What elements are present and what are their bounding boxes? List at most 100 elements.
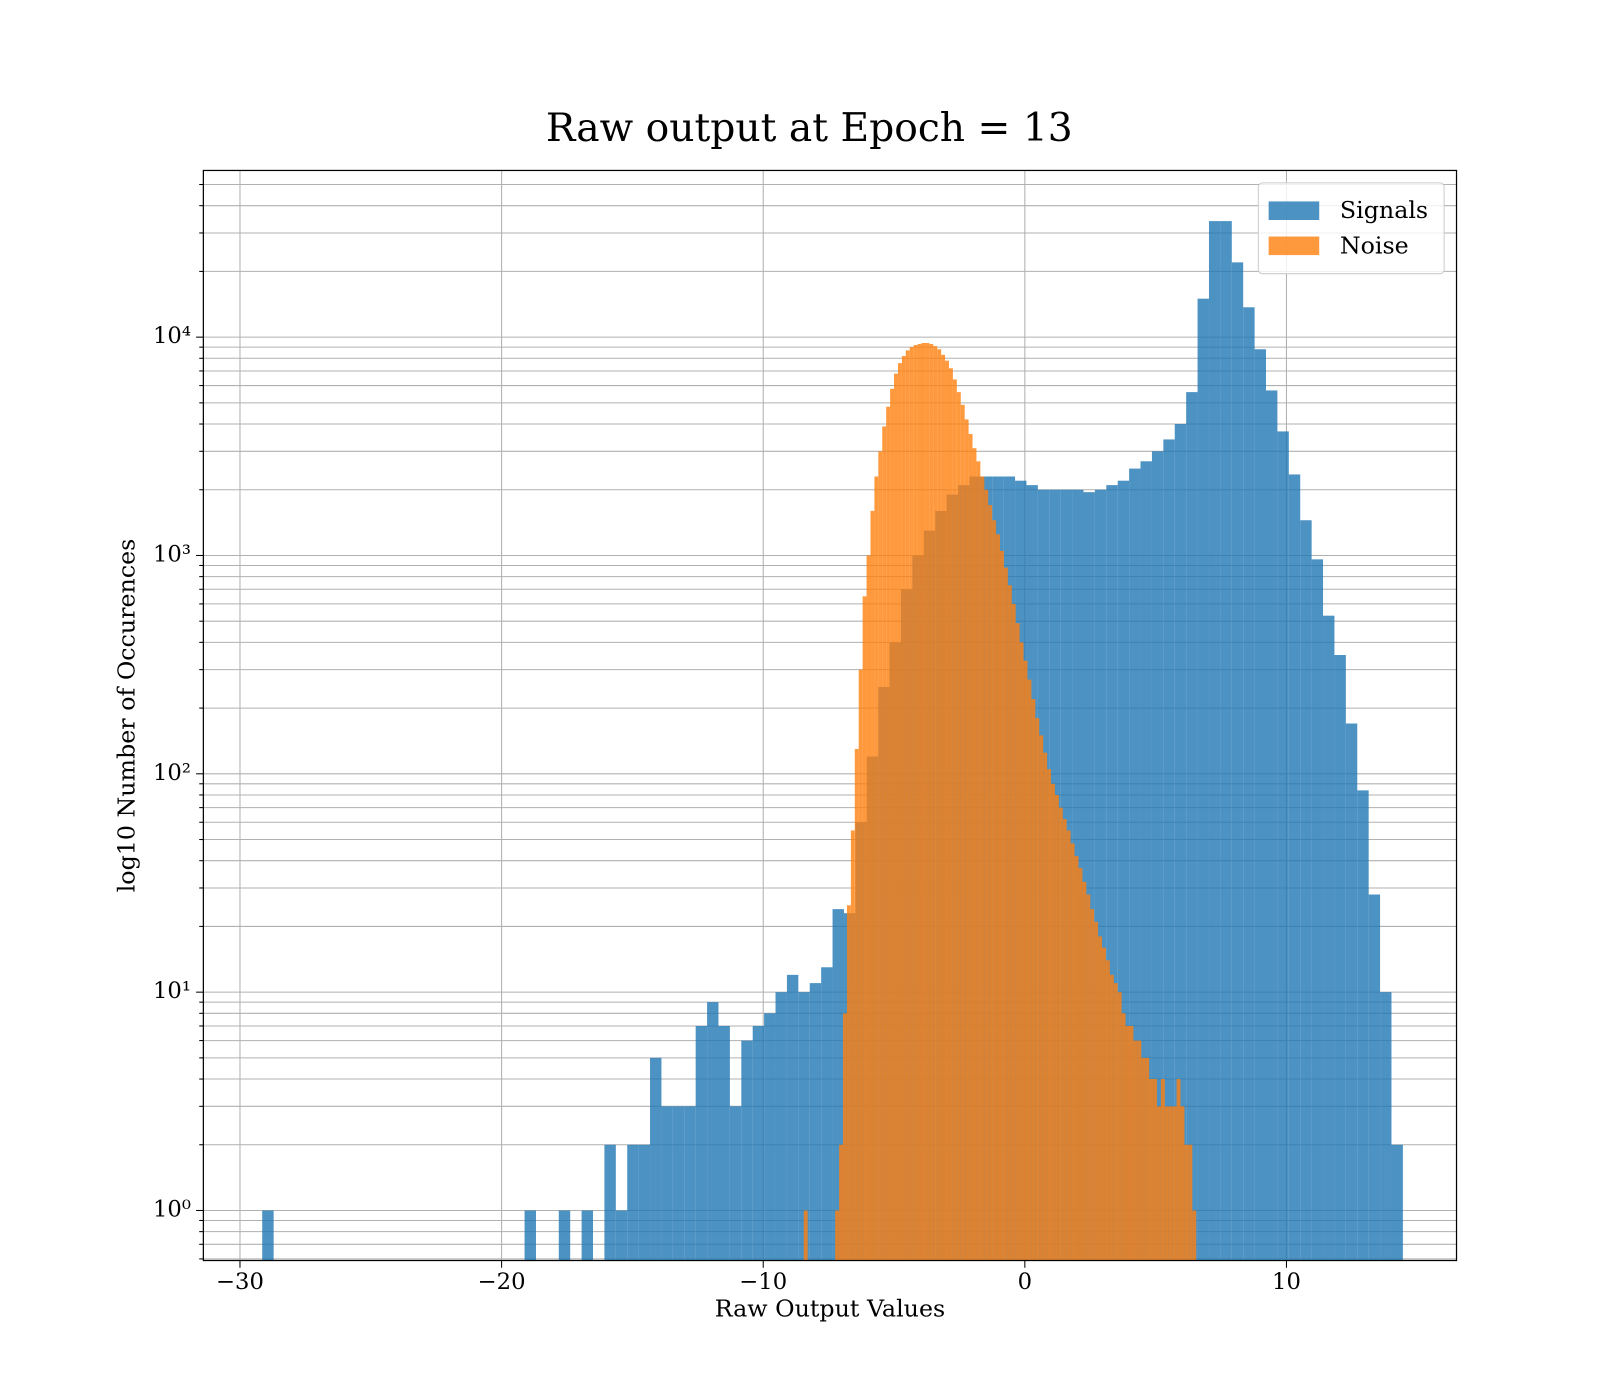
bar — [945, 360, 949, 1261]
bar — [854, 748, 859, 1261]
bar — [886, 406, 891, 1261]
bar — [627, 1144, 639, 1261]
bar — [1176, 1079, 1181, 1261]
bar — [972, 448, 977, 1261]
bar — [1015, 623, 1020, 1261]
bar — [1035, 718, 1040, 1261]
bar — [1180, 1106, 1185, 1261]
bar — [1231, 262, 1244, 1261]
bar — [764, 1013, 776, 1261]
bar — [894, 373, 898, 1261]
bar — [1083, 492, 1095, 1261]
bar — [1102, 947, 1106, 1261]
bar — [1137, 1040, 1142, 1261]
bar — [798, 992, 810, 1261]
bar — [925, 343, 930, 1261]
bar — [1023, 660, 1028, 1261]
bar — [960, 404, 965, 1261]
y-tick-label: 10⁰ — [153, 1196, 191, 1222]
bar — [1109, 974, 1114, 1261]
bar — [1156, 1106, 1161, 1261]
bar — [1184, 1144, 1189, 1261]
bar — [929, 344, 934, 1261]
bar — [262, 1210, 274, 1261]
bar — [1090, 909, 1095, 1261]
legend: Signals Noise — [1257, 182, 1445, 275]
bar — [846, 905, 851, 1261]
bar — [850, 830, 855, 1261]
bar — [650, 1057, 662, 1261]
bar — [604, 1144, 616, 1261]
bar — [1007, 585, 1012, 1261]
bar — [909, 347, 914, 1261]
bar — [843, 1013, 847, 1261]
bar — [1391, 1144, 1403, 1261]
y-tick-label: 10² — [153, 760, 191, 786]
series — [803, 343, 1197, 1261]
bar — [1043, 752, 1048, 1261]
bar — [1168, 1106, 1173, 1261]
bar — [1019, 642, 1024, 1261]
bar — [581, 1210, 594, 1261]
bar — [1105, 960, 1110, 1261]
bar — [1058, 807, 1063, 1261]
bar — [1323, 615, 1335, 1261]
bar — [1164, 1106, 1169, 1261]
plot-frame — [202, 169, 1458, 1262]
bar — [1141, 1057, 1146, 1261]
bar — [1192, 1210, 1197, 1261]
bar — [1163, 439, 1175, 1261]
legend-swatch — [1268, 236, 1320, 256]
bar — [775, 992, 787, 1261]
bar — [897, 363, 902, 1261]
bar — [1054, 794, 1059, 1261]
y-tick-label: 10¹ — [153, 978, 191, 1004]
bar — [952, 379, 957, 1261]
bar — [878, 451, 883, 1261]
x-axis-label: Raw Output Values — [715, 1295, 945, 1323]
bar — [1117, 480, 1130, 1261]
bar — [638, 1144, 651, 1261]
bar — [1160, 1079, 1165, 1261]
bar — [1003, 567, 1008, 1261]
bar — [933, 346, 938, 1261]
bar — [988, 505, 993, 1261]
legend-swatch — [1268, 201, 1320, 220]
x-tick-label: −10 — [739, 1269, 787, 1295]
bar — [999, 550, 1004, 1261]
bar — [1334, 655, 1346, 1261]
bar — [718, 1025, 730, 1261]
bar — [1288, 474, 1301, 1261]
bar — [968, 434, 973, 1261]
bar — [729, 1106, 742, 1261]
bar — [1074, 856, 1079, 1261]
bar — [1094, 489, 1107, 1261]
bar — [992, 520, 997, 1261]
bar — [890, 388, 895, 1261]
bar — [835, 1210, 840, 1261]
bar — [1243, 307, 1255, 1261]
bar — [921, 343, 926, 1261]
bar — [976, 461, 981, 1261]
bar — [1197, 298, 1209, 1261]
bar — [1151, 451, 1164, 1261]
bar — [1117, 992, 1122, 1261]
bar — [1027, 679, 1032, 1261]
bar — [917, 344, 922, 1261]
bar — [707, 1002, 719, 1261]
bar — [1106, 485, 1118, 1261]
bar — [752, 1025, 765, 1261]
bars — [262, 221, 1403, 1261]
bar — [1266, 390, 1278, 1261]
bar — [956, 392, 961, 1261]
bar — [1220, 221, 1232, 1261]
bar — [862, 596, 867, 1261]
bar — [1070, 843, 1075, 1261]
bar — [905, 350, 910, 1261]
axes: 10⁰ 10¹ 10² 10³ 10⁴ −30 −20 −10 0 10 Signals Noise — [153, 169, 1458, 1295]
bar — [1094, 921, 1099, 1261]
bar — [882, 426, 887, 1261]
bar — [901, 355, 906, 1261]
